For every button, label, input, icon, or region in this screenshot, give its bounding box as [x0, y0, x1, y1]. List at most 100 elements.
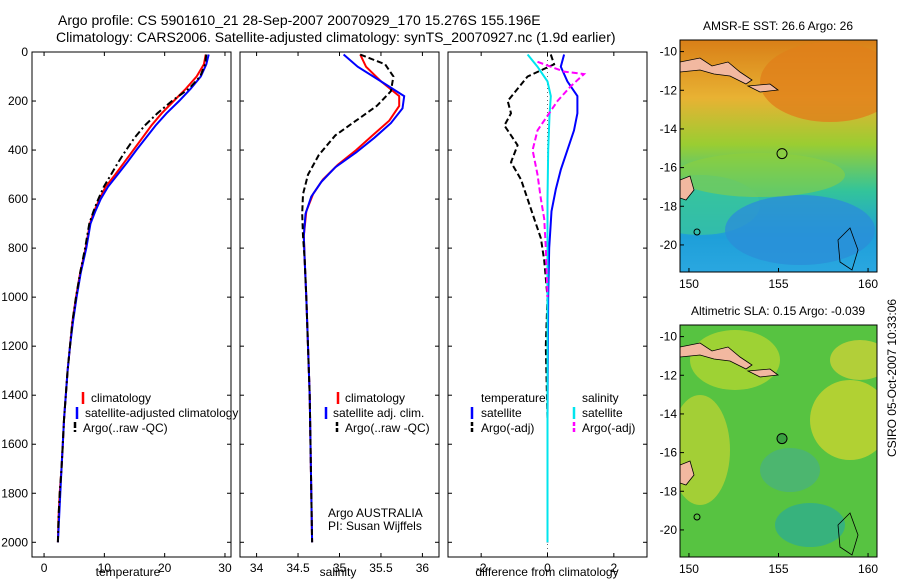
- difference-xlabel: difference from climatology: [475, 565, 618, 579]
- sst-map-title: AMSR-E SST: 26.6 Argo: 26: [703, 19, 853, 33]
- csiro-timestamp-label: CSIRO 05-Oct-2007 10:33:06: [885, 299, 899, 457]
- salinity-axes-frame: [239, 51, 440, 558]
- climatology-subtitle: Climatology: CARS2006. Satellite-adjuste…: [56, 29, 616, 45]
- diff-legend-sal-title: salinity: [582, 391, 619, 405]
- x-tick-label: 10: [98, 561, 112, 575]
- temperature-legend: climatology satellite-adjusted climatolo…: [73, 391, 238, 435]
- map-y-tick-label: -10: [660, 330, 678, 344]
- map-y-tick-label: -14: [660, 407, 678, 421]
- series-satellite-adj-clim: [302, 53, 406, 543]
- salinity-panel: 34 34.5 35 35.5 36 salinity climatology sate…: [239, 51, 440, 579]
- temperature-xlabel: temperature: [96, 565, 161, 579]
- x-tick-label: 2: [610, 561, 617, 575]
- png-coastline: [680, 57, 753, 85]
- map-x-tick-label: 155: [768, 277, 788, 291]
- map-y-tick-label: -18: [660, 199, 678, 213]
- y-tick-label: 800: [8, 241, 28, 255]
- sla-map-panel: Altimetric SLA: 0.15 Argo: -0.039 150 155…: [660, 304, 879, 576]
- sla-float-marker: [776, 433, 788, 445]
- salinity-legend: climatology satellite adj. clim. Argo(..…: [324, 391, 430, 435]
- x-tick-label: -2: [476, 561, 487, 575]
- x-tick-label: 36: [416, 561, 430, 575]
- sla-high-3: [680, 395, 730, 505]
- series-argo-raw-qc: [301, 53, 395, 543]
- map-y-tick-label: -12: [660, 83, 678, 97]
- sst-warm-patch: [760, 42, 877, 122]
- sla-solomon-island: [746, 368, 780, 378]
- y-tick-label: 2000: [1, 535, 28, 549]
- map-y-tick-label: -12: [660, 368, 678, 382]
- map-y-tick-label: -16: [660, 446, 678, 460]
- map-y-tick-label: -18: [660, 484, 678, 498]
- legend-satellite-label: satellite-adjusted climatology: [85, 406, 238, 420]
- diff-legend-temp-argo-label: Argo(-adj): [481, 421, 534, 435]
- series-argo-raw-qc: [56, 54, 208, 543]
- y-tick-label: 400: [8, 143, 28, 157]
- sla-png-coastline: [680, 342, 753, 370]
- x-tick-label: 0: [41, 561, 48, 575]
- map-x-tick-label: 160: [858, 562, 878, 576]
- series-temperature-satellite: [546, 54, 579, 543]
- series-climatology: [56, 54, 207, 543]
- map-y-tick-label: -14: [660, 122, 678, 136]
- diff-legend-sal-argo-label: Argo(-adj): [582, 421, 635, 435]
- y-tick-label: 0: [21, 45, 28, 59]
- map-y-tick-label: -16: [660, 161, 678, 175]
- sst-float-marker: [776, 148, 788, 160]
- reef-contour: [837, 227, 859, 271]
- y-tick-label: 200: [8, 94, 28, 108]
- sst-secondary-marker: [693, 228, 701, 236]
- salinity-xlabel: salinity: [320, 565, 357, 579]
- y-tick-label: 1600: [1, 437, 28, 451]
- legend-argo-label: Argo(..raw -QC): [83, 421, 168, 435]
- difference-legend: temperature satellite Argo(-adj) salinit…: [470, 391, 635, 435]
- y-tick-label: 1000: [1, 290, 28, 304]
- map-y-tick-label: -20: [660, 238, 678, 252]
- map-y-tick-label: -20: [660, 523, 678, 537]
- map-x-tick-label: 160: [858, 277, 878, 291]
- sla-map-title: Altimetric SLA: 0.15 Argo: -0.039: [691, 304, 865, 318]
- y-tick-label: 600: [8, 192, 28, 206]
- diff-legend-temp-title: temperature: [481, 391, 546, 405]
- solomon-island: [746, 83, 780, 93]
- x-tick-label: 35: [333, 561, 347, 575]
- y-tick-label: 1200: [1, 339, 28, 353]
- australia-coast: [680, 175, 695, 201]
- y-tick-label: 1800: [1, 486, 28, 500]
- sla-high-2: [810, 380, 877, 460]
- y-tick-label: 1400: [1, 388, 28, 402]
- sal-legend-climatology-label: climatology: [345, 391, 405, 405]
- x-tick-label: 34: [250, 561, 264, 575]
- legend-climatology-label: climatology: [91, 391, 151, 405]
- diff-legend-temp-sat-label: satellite: [481, 406, 522, 420]
- sla-secondary-marker: [693, 513, 701, 521]
- sla-low-1: [760, 448, 820, 492]
- x-tick-label: 0: [544, 561, 551, 575]
- temperature-panel: 0 200 400 600 800 1000 1200 1400 1600 1800 2000 0 10…: [1, 45, 238, 579]
- map-x-tick-label: 155: [768, 562, 788, 576]
- credit-line1: Argo AUSTRALIA: [328, 506, 423, 520]
- series-salinity-argo-adj: [531, 60, 587, 298]
- x-tick-label: 35.5: [369, 561, 393, 575]
- credit-line2: PI: Susan Wijffels: [328, 519, 422, 533]
- sal-legend-satellite-label: satellite adj. clim.: [333, 406, 424, 420]
- difference-panel: -2 0 2 difference from climatology tempera…: [447, 51, 648, 579]
- series-satellite-adjusted-climatology: [56, 54, 210, 543]
- map-y-tick-label: -10: [660, 45, 678, 59]
- temperature-axes-frame: [31, 51, 232, 558]
- x-tick-label: 30: [218, 561, 232, 575]
- sst-cool-patch-south: [725, 195, 875, 265]
- sst-map-panel: AMSR-E SST: 26.6 Argo: 26 150 155 160 -10 -1…: [660, 19, 879, 291]
- map-x-tick-label: 150: [679, 562, 699, 576]
- diff-legend-sal-sat-label: satellite: [582, 406, 623, 420]
- profile-title: Argo profile: CS 5901610_21 28-Sep-2007 …: [58, 12, 541, 28]
- sal-legend-argo-label: Argo(..raw -QC): [345, 421, 430, 435]
- x-tick-label: 34.5: [286, 561, 310, 575]
- x-tick-label: 20: [158, 561, 172, 575]
- sla-australia-coast: [680, 460, 695, 486]
- map-x-tick-label: 150: [679, 277, 699, 291]
- sla-high-4: [830, 340, 877, 380]
- sla-reef-contour: [837, 512, 859, 556]
- sla-low-2: [775, 503, 845, 547]
